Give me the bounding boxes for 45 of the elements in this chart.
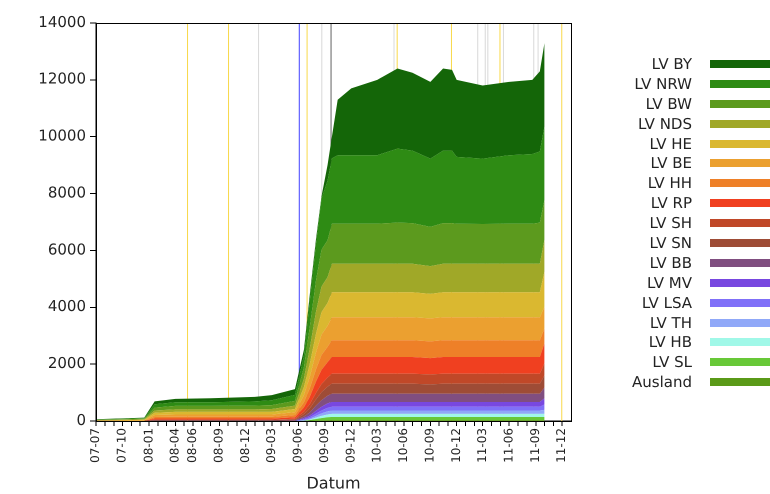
x-tick-label: 09-03 bbox=[264, 428, 278, 463]
legend-label: LV BW bbox=[646, 94, 692, 113]
legend-label: LV MV bbox=[647, 274, 692, 292]
legend-label: LV HE bbox=[650, 134, 692, 152]
x-tick-label: 08-12 bbox=[238, 428, 252, 463]
y-tick-label: 14000 bbox=[38, 12, 86, 31]
legend-label: LV RP bbox=[650, 194, 692, 212]
legend-label: LV SN bbox=[650, 234, 692, 252]
y-tick-label: 6000 bbox=[48, 240, 86, 258]
x-tick-label: 10-06 bbox=[396, 428, 410, 463]
y-tick-label: 2000 bbox=[48, 354, 86, 372]
x-tick-label: 07-10 bbox=[114, 428, 129, 463]
legend-label: LV HH bbox=[648, 174, 692, 192]
legend-label: LV NRW bbox=[634, 74, 692, 93]
x-tick-label: 10-03 bbox=[369, 428, 384, 463]
x-axis-title: Datum bbox=[306, 474, 361, 493]
legend-label: LV NDS bbox=[638, 114, 692, 133]
legend-label: LV BB bbox=[650, 254, 692, 272]
x-tick-label: 08-06 bbox=[185, 428, 200, 463]
x-tick-label: 07-07 bbox=[88, 428, 102, 463]
x-tick-label: 09-09 bbox=[317, 428, 332, 463]
legend-label: LV TH bbox=[650, 314, 692, 332]
x-tick-label: 08-09 bbox=[212, 428, 226, 463]
y-tick-label: 12000 bbox=[38, 70, 86, 88]
legend-label: LV HB bbox=[648, 333, 692, 352]
x-tick-label: 11-09 bbox=[528, 428, 542, 463]
legend-label: LV SH bbox=[649, 214, 692, 232]
y-tick-label: 10000 bbox=[38, 126, 86, 145]
x-tick-label: 11-06 bbox=[501, 428, 516, 463]
x-tick-label: 09-12 bbox=[343, 428, 358, 463]
x-tick-label: 11-12 bbox=[554, 428, 568, 463]
y-tick-label: 0 bbox=[76, 410, 86, 429]
legend-label: LV BE bbox=[650, 154, 692, 172]
x-tick-label: 10-12 bbox=[448, 428, 463, 463]
legend-label: LV BY bbox=[652, 54, 692, 73]
x-tick-label: 09-06 bbox=[290, 428, 305, 463]
y-tick-label: 8000 bbox=[48, 183, 86, 202]
legend-label: LV SL bbox=[652, 353, 692, 372]
legend-label: LV LSA bbox=[642, 294, 692, 312]
x-tick-label: 08-01 bbox=[141, 428, 156, 463]
x-tick-label: 08-04 bbox=[168, 428, 182, 463]
legend-label: Ausland bbox=[632, 373, 692, 392]
x-tick-label: 10-09 bbox=[422, 428, 436, 463]
x-tick-label: 11-03 bbox=[474, 428, 489, 463]
y-tick-label: 4000 bbox=[48, 297, 86, 316]
